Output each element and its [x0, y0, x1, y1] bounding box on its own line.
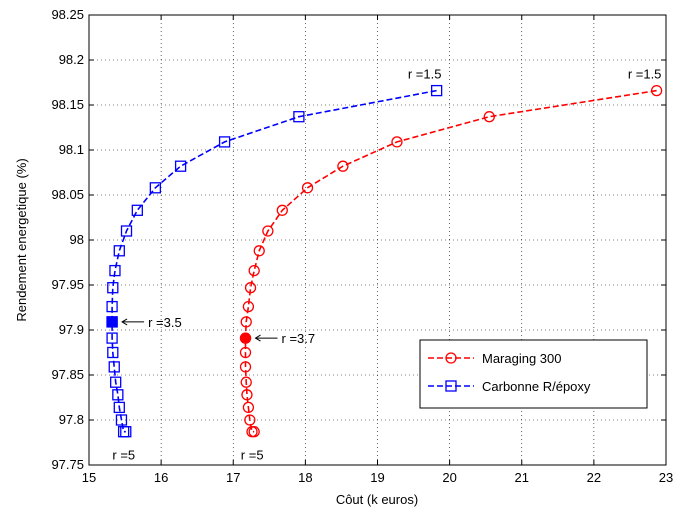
legend-item: Maraging 300: [428, 351, 562, 366]
data-point: [120, 225, 133, 237]
legend-item: Carbonne R/époxy: [428, 379, 591, 394]
data-point: [244, 414, 256, 426]
y-tick-label: 97.9: [59, 322, 84, 337]
y-tick-label: 97.75: [51, 457, 84, 472]
highlight-label: r =3.5: [148, 315, 182, 330]
data-point: [108, 361, 120, 373]
data-point: [239, 361, 252, 373]
data-point: [107, 282, 119, 294]
y-tick-label: 98: [70, 232, 84, 247]
data-point: [149, 182, 162, 194]
y-tick-label: 97.85: [51, 367, 84, 382]
arrow-head: [254, 334, 261, 342]
data-point: [106, 332, 118, 344]
data-point: [113, 401, 125, 414]
data-point: [337, 160, 349, 172]
y-tick-label: 98.25: [51, 7, 84, 22]
start-label: r =1.5: [408, 67, 442, 82]
legend-marker: [445, 352, 457, 364]
start-label: r =1.5: [628, 67, 662, 82]
x-tick-label: 19: [370, 470, 384, 485]
end-label: r =5: [241, 448, 264, 463]
x-tick-label: 21: [515, 470, 529, 485]
data-point: [115, 414, 128, 426]
data-point: [120, 426, 132, 438]
legend-marker: [445, 380, 457, 392]
legend: Maraging 300 Carbonne R/époxy: [419, 339, 648, 409]
x-tick-label: 22: [587, 470, 601, 485]
series-maraging: [239, 84, 663, 438]
x-axis: 15 16 17 18 19 20 21 22 23: [82, 15, 673, 485]
x-axis-label: Côut (k euros): [336, 492, 418, 507]
data-point: [218, 136, 231, 148]
x-tick-label: 15: [82, 470, 96, 485]
x-tick-label: 18: [298, 470, 312, 485]
y-tick-label: 98.05: [51, 187, 84, 202]
x-tick-label: 16: [154, 470, 168, 485]
y-axis-label: Rendement energetique (%): [14, 158, 29, 321]
data-point: [110, 376, 122, 388]
highlight-point: [106, 316, 118, 328]
series-line: [244, 89, 657, 433]
y-axis: 97.75 97.8 97.85 97.9 97.95 98 98.05 98.1 98.15 9…: [51, 7, 666, 472]
series-layer: [106, 84, 663, 438]
data-point: [253, 245, 265, 257]
data-point: [241, 389, 253, 401]
y-tick-label: 98.2: [59, 52, 84, 67]
data-point: [301, 182, 314, 194]
series-carbone: [106, 84, 443, 438]
data-point: [107, 346, 119, 359]
data-point: [262, 225, 274, 237]
data-point: [248, 426, 260, 438]
end-label: r =5: [112, 448, 135, 463]
data-point: [112, 389, 124, 401]
data-point: [240, 316, 252, 328]
highlight-label: r =3.7: [282, 331, 316, 346]
data-point: [276, 204, 288, 216]
data-point: [650, 84, 663, 97]
data-point: [248, 264, 260, 277]
series-line: [111, 89, 437, 433]
data-point: [239, 346, 252, 359]
data-point: [240, 376, 252, 388]
x-tick-label: 23: [659, 470, 673, 485]
data-point: [430, 84, 443, 97]
highlight-point: [239, 332, 252, 344]
data-point: [106, 300, 118, 313]
x-tick-label: 20: [442, 470, 456, 485]
data-point: [242, 300, 255, 313]
grid-lines: [89, 15, 666, 465]
legend-label: Carbonne R/époxy: [482, 379, 591, 394]
y-tick-label: 97.95: [51, 277, 84, 292]
y-tick-label: 98.1: [59, 142, 84, 157]
data-point: [109, 264, 121, 277]
legend-label: Maraging 300: [482, 351, 562, 366]
y-tick-label: 97.8: [59, 412, 84, 427]
data-point: [483, 111, 495, 123]
y-tick-label: 98.15: [51, 97, 84, 112]
x-tick-label: 17: [226, 470, 240, 485]
legend-box: [419, 339, 648, 409]
data-point: [293, 111, 305, 123]
data-point: [391, 136, 403, 148]
data-point: [113, 245, 125, 257]
annotations: r =1.5 r =5 r =3.7 r =1.5 r =5 r =3.5: [112, 67, 661, 463]
data-point: [242, 401, 255, 414]
data-point: [131, 204, 143, 216]
data-point: [174, 160, 187, 172]
data-point: [244, 282, 257, 294]
arrow-head: [121, 318, 128, 326]
